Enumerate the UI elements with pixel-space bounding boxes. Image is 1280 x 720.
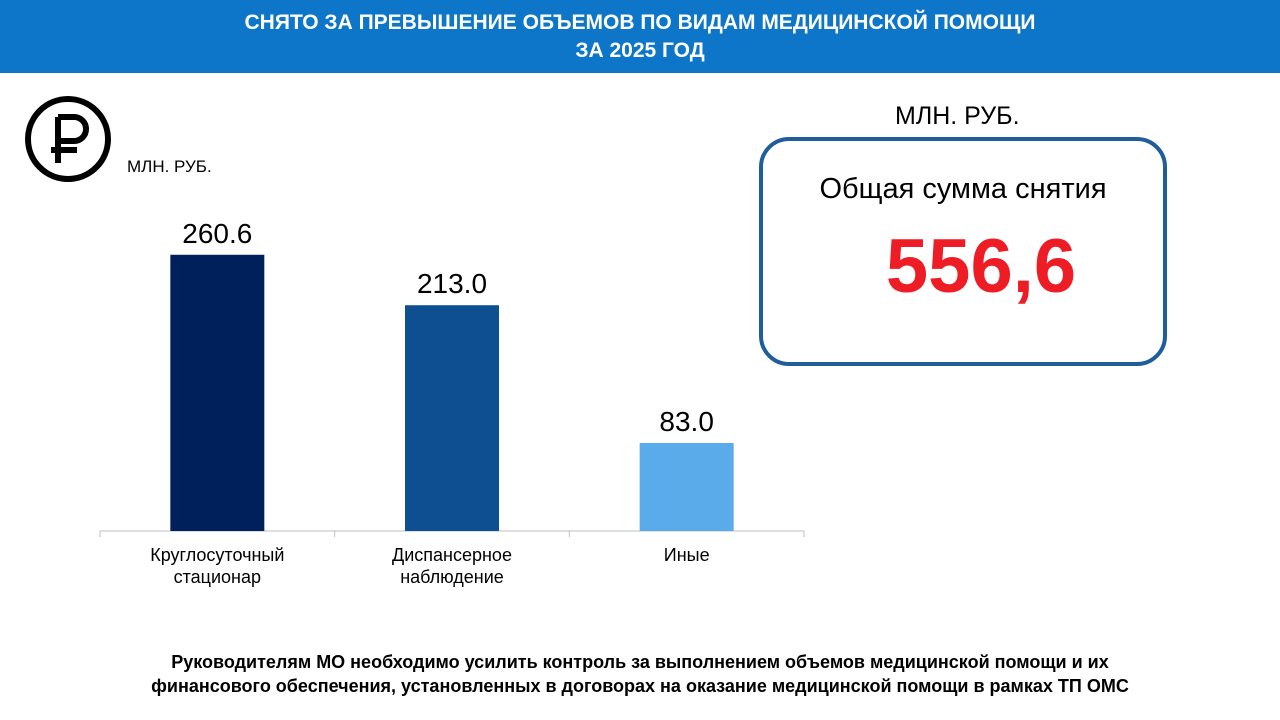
category-label: Круглосуточный [150, 545, 284, 565]
title-line-2: ЗА 2025 ГОД [575, 38, 705, 62]
footer-line-1: Руководителям МО необходимо усилить конт… [171, 652, 1109, 672]
data-label: 213.0 [417, 268, 487, 299]
title-line-1: СНЯТО ЗА ПРЕВЫШЕНИЕ ОБЪЕМОВ ПО ВИДАМ МЕД… [244, 10, 1036, 34]
bar [405, 305, 499, 531]
footer-line-2: финансового обеспечения, установленных в… [151, 676, 1129, 696]
footer-note: Руководителям МО необходимо усилить конт… [40, 650, 1240, 698]
bar [639, 443, 734, 531]
title-banner: СНЯТО ЗА ПРЕВЫШЕНИЕ ОБЪЕМОВ ПО ВИДАМ МЕД… [0, 0, 1280, 73]
data-label: 83.0 [659, 406, 714, 437]
total-summary-box: Общая сумма снятия 556,6 [759, 137, 1167, 366]
chart-unit-label: МЛН. РУБ. [127, 157, 212, 176]
category-label: стационар [174, 567, 261, 587]
bar [170, 254, 265, 531]
category-label: наблюдение [400, 567, 504, 587]
total-label: Общая сумма снятия [819, 173, 1107, 205]
total-unit-label: МЛН. РУБ. [895, 102, 1020, 130]
ruble-icon [25, 96, 111, 182]
total-value: 556,6 [885, 224, 1077, 309]
category-label: Иные [664, 545, 710, 565]
category-label: Диспансерное [392, 545, 512, 565]
data-label: 260.6 [182, 218, 252, 249]
